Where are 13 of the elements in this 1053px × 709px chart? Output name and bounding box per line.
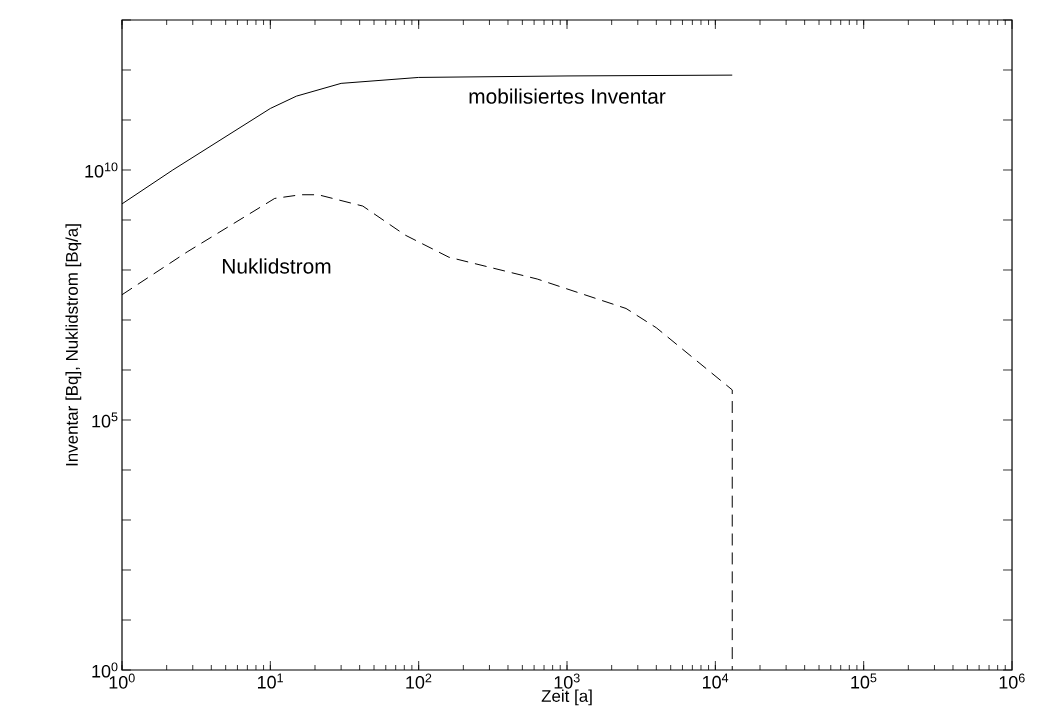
series-label: Nuklidstrom xyxy=(222,258,331,274)
x-axis-title: Zeit [a] xyxy=(541,689,592,706)
y-axis-title: Inventar [Bq], Nuklidstrom [Bq/a] xyxy=(65,224,82,466)
y-tick-label: 10$^{10}$ xyxy=(85,162,118,178)
x-tick-label: 10$^{2}$ xyxy=(406,673,432,689)
x-tick-label: 10$^{6}$ xyxy=(999,673,1025,689)
x-tick-label: 10$^{1}$ xyxy=(257,673,283,689)
series-label: mobilisiertes Inventar xyxy=(469,88,666,104)
x-tick-label: 10$^{0}$ xyxy=(109,673,135,689)
x-tick-label: 10$^{5}$ xyxy=(851,673,877,689)
y-tick-label: 10$^{5}$ xyxy=(92,412,118,428)
x-tick-label: 10$^{3}$ xyxy=(554,673,580,689)
x-tick-label: 10$^{4}$ xyxy=(702,673,729,689)
